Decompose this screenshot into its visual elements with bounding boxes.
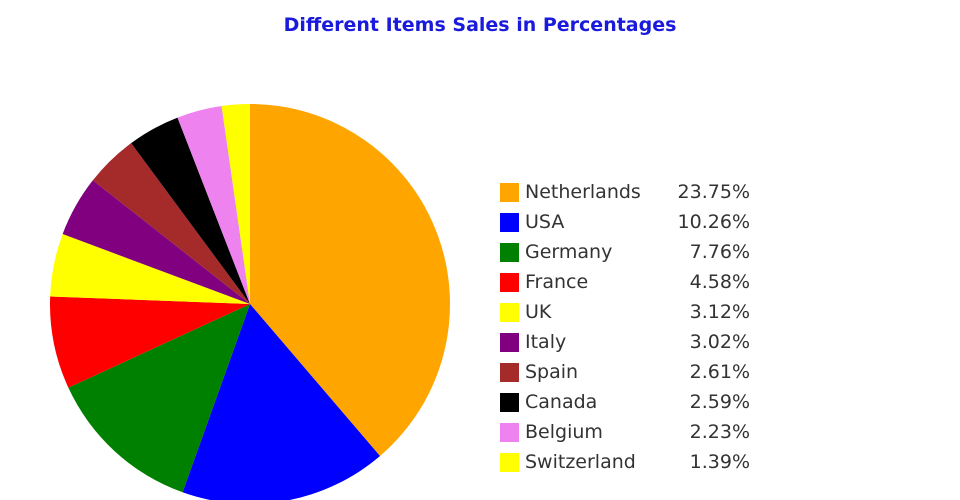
legend-swatch [500,392,519,412]
legend-swatch [500,182,519,202]
legend-value: 2.23% [689,421,750,443]
legend-value: 2.61% [689,361,750,383]
legend-value: 1.39% [689,451,750,473]
legend-label: UK [525,301,552,323]
legend-item-uk[interactable]: UK 3.12% [500,297,760,327]
legend-item-belgium[interactable]: Belgium 2.23% [500,417,760,447]
pie-slice-germany[interactable] [68,304,250,493]
legend-swatch [500,362,519,382]
chart-title: Different Items Sales in Percentages [283,14,677,36]
legend-swatch [500,452,519,472]
legend-label: Switzerland [525,451,636,473]
legend-item-spain[interactable]: Spain 2.61% [500,357,760,387]
pie-slice-france[interactable] [49,296,251,388]
pie-slice-usa[interactable] [182,304,381,500]
legend-value: 4.58% [689,271,750,293]
legend-label: Netherlands [525,181,641,203]
legend-value: 7.76% [689,241,750,263]
legend-swatch [500,272,519,292]
legend-item-italy[interactable]: Italy 3.02% [500,327,760,357]
legend-swatch [500,212,519,232]
legend-item-switzerland[interactable]: Switzerland 1.39% [500,447,760,477]
legend-value: 10.26% [677,211,750,233]
legend-item-usa[interactable]: USA 10.26% [500,207,760,237]
legend-swatch [500,422,519,442]
legend-label: France [525,271,589,293]
legend-value: 23.75% [677,181,750,203]
legend-value: 2.59% [689,391,750,413]
pie-slice-belgium[interactable] [177,106,250,304]
legend-item-netherlands[interactable]: Netherlands 23.75% [500,177,760,207]
pie-slice-uk[interactable] [50,234,250,304]
legend-value: 3.12% [689,301,750,323]
legend-label: Germany [525,241,613,263]
pie-slice-spain[interactable] [92,143,250,304]
legend-label: Belgium [525,421,603,443]
pie-slice-canada[interactable] [131,117,250,304]
legend-swatch [500,242,519,262]
legend-label: Italy [525,331,567,353]
legend-item-france[interactable]: France 4.58% [500,267,760,297]
legend-swatch [500,332,519,352]
legend-item-germany[interactable]: Germany 7.76% [500,237,760,267]
legend: Netherlands 23.75% USA 10.26% Germany 7.76% Fr… [500,177,760,477]
pie-slice-netherlands[interactable] [250,104,451,456]
legend-swatch [500,302,519,322]
legend-label: Spain [525,361,579,383]
pie-slice-italy[interactable] [62,180,250,304]
legend-value: 3.02% [689,331,750,353]
legend-label: Canada [525,391,598,413]
legend-label: USA [525,211,565,233]
pie-slice-switzerland[interactable] [221,104,250,304]
legend-item-canada[interactable]: Canada 2.59% [500,387,760,417]
